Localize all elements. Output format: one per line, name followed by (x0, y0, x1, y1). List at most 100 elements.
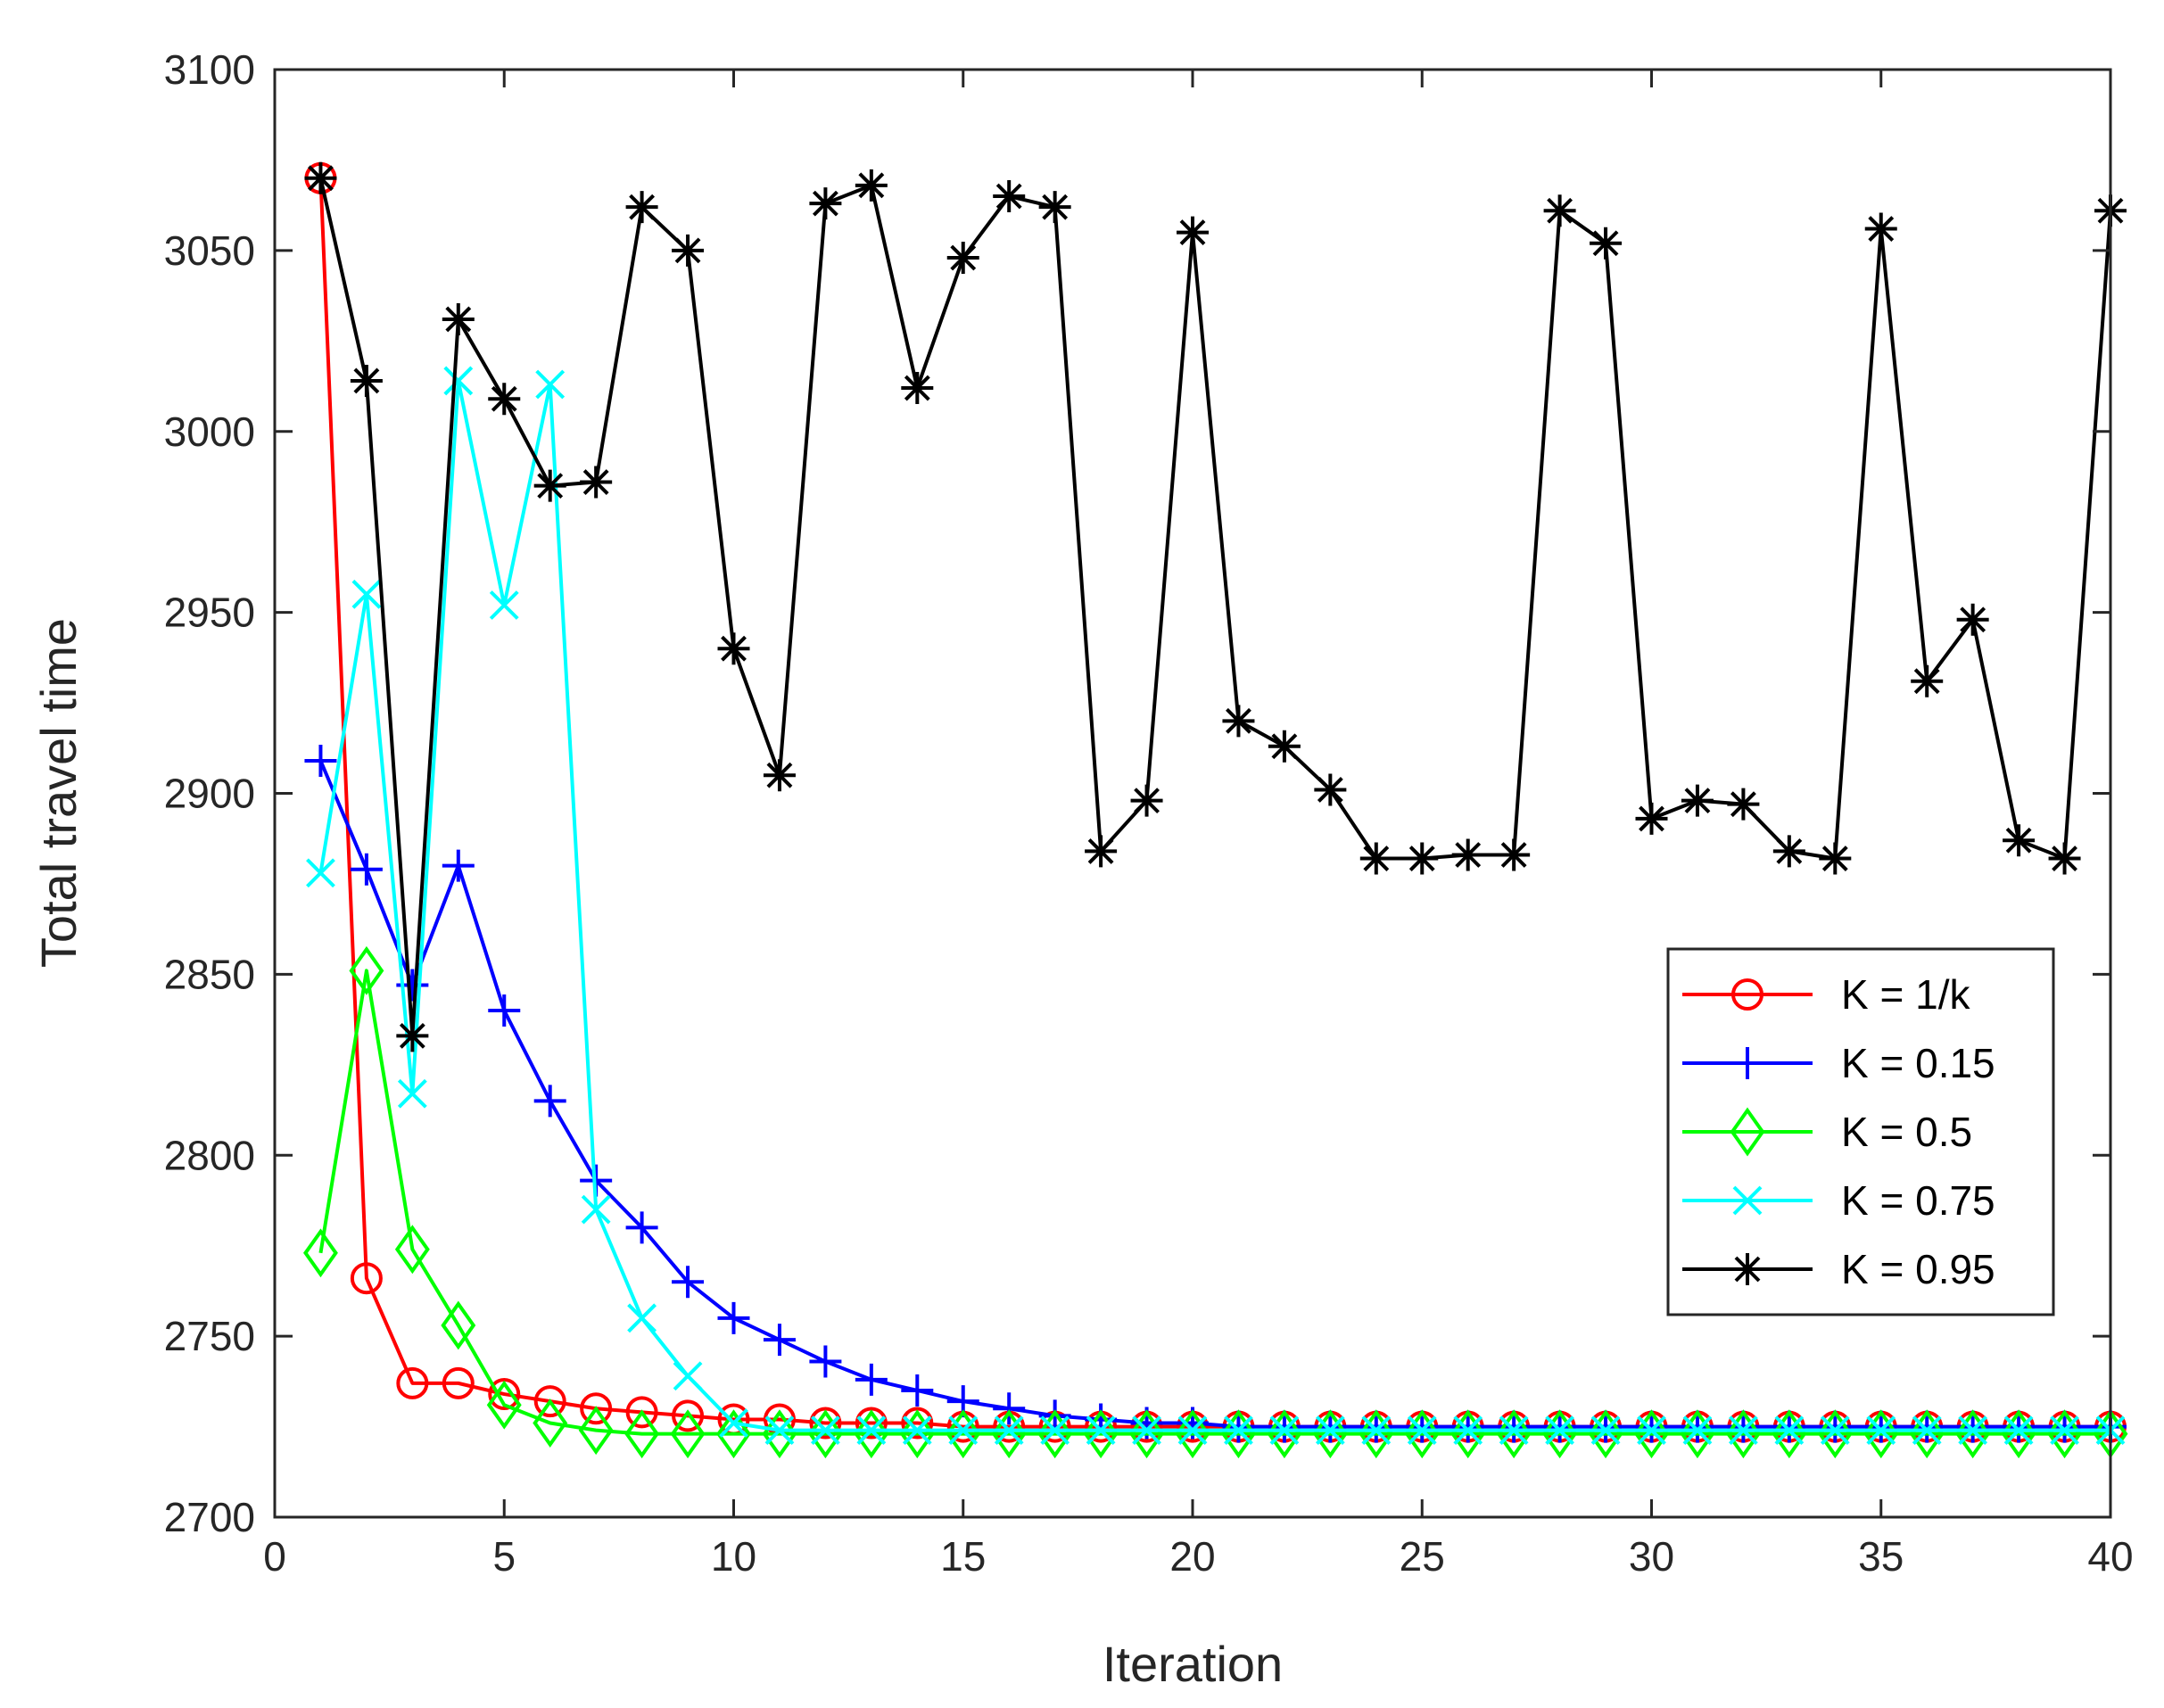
data-point (807, 1409, 843, 1459)
data-point (855, 1407, 888, 1440)
data-point (1725, 1409, 1761, 1459)
series-line (318, 378, 2110, 1432)
legend-label: K = 0.5 (1841, 1109, 1972, 1155)
data-point (302, 1228, 338, 1278)
data-point (351, 579, 382, 609)
legend-marker (1730, 1107, 1765, 1157)
y-axis-label: Total travel time (30, 618, 87, 968)
data-point (624, 1409, 660, 1459)
data-point (946, 241, 979, 274)
data-point (580, 1392, 613, 1425)
legend-marker (1731, 978, 1763, 1011)
data-point (991, 1409, 1027, 1459)
series-line (318, 760, 2110, 1429)
data-point (1772, 835, 1805, 868)
data-point (1359, 1409, 1394, 1459)
data-point (442, 302, 475, 335)
data-point (350, 853, 383, 886)
data-point (856, 1415, 887, 1446)
data-point (854, 1409, 889, 1459)
data-point (625, 1396, 658, 1429)
data-point (1130, 784, 1163, 817)
data-point (1040, 1415, 1070, 1446)
series-line (318, 177, 2112, 1038)
data-point (1129, 1409, 1165, 1459)
data-point (1819, 842, 1852, 875)
data-point (902, 1415, 932, 1446)
data-point (397, 1078, 427, 1109)
x-tick-label: 10 (711, 1533, 756, 1580)
data-point (396, 1019, 429, 1052)
data-point (1312, 1409, 1348, 1459)
data-point (1224, 1415, 1253, 1446)
x-axis-label: Iteration (1103, 1636, 1283, 1692)
data-point (1912, 1415, 1942, 1446)
legend-item: K = 0.5 (1682, 1107, 1972, 1157)
data-point (1268, 730, 1301, 763)
data-point (1038, 1399, 1071, 1432)
data-point (533, 1385, 566, 1418)
data-point (1864, 212, 1897, 245)
legend-item: K = 0.15 (1682, 1040, 1995, 1086)
data-point (580, 466, 613, 499)
data-point (1222, 705, 1255, 738)
data-point (1817, 1409, 1853, 1459)
data-point (1406, 842, 1439, 875)
y-tick-label: 2800 (164, 1132, 255, 1178)
data-point (1404, 1409, 1440, 1459)
data-point (1909, 1409, 1945, 1459)
data-point (1451, 838, 1484, 871)
data-point (717, 1301, 750, 1334)
legend-marker (1731, 1253, 1763, 1285)
data-point (1588, 1409, 1623, 1459)
data-point (1175, 1409, 1210, 1459)
data-point (1085, 835, 1118, 868)
data-point (533, 1399, 568, 1448)
data-point (306, 858, 335, 888)
data-point (1086, 1415, 1116, 1446)
legend: K = 1/k K = 0.15 K = 0.5 K = 0.75 K = 0.95 (1666, 947, 2055, 1316)
data-point (716, 1409, 751, 1459)
data-point (442, 1366, 475, 1399)
data-point (763, 759, 796, 792)
data-point (1545, 1415, 1575, 1446)
data-point (441, 1300, 476, 1350)
data-point (993, 1392, 1026, 1425)
series-3 (302, 945, 2128, 1459)
y-tick-label: 2750 (164, 1313, 255, 1359)
data-point (2048, 842, 2081, 875)
data-point (1177, 216, 1209, 249)
data-point (1956, 603, 1989, 636)
data-point (672, 1399, 705, 1432)
data-point (1682, 1415, 1713, 1446)
data-point (672, 1266, 705, 1299)
data-point (1772, 1409, 1807, 1459)
legend-item: K = 0.95 (1682, 1246, 1995, 1292)
data-point (1037, 1409, 1073, 1459)
data-point (1496, 1409, 1532, 1459)
data-point (946, 1409, 981, 1459)
data-point (901, 1374, 934, 1407)
data-point (350, 1262, 383, 1295)
data-point (763, 1324, 796, 1357)
data-point (1132, 1415, 1161, 1446)
legend-item: K = 1/k (1682, 971, 1970, 1018)
x-tick-label: 35 (1858, 1533, 1904, 1580)
data-point (809, 1345, 842, 1378)
y-tick-label: 3100 (164, 46, 255, 93)
x-tick-label: 30 (1629, 1533, 1674, 1580)
y-tick-label: 2850 (164, 951, 255, 997)
data-point (901, 1407, 934, 1440)
series-4 (306, 366, 2126, 1446)
x-tick-label: 40 (2087, 1533, 2133, 1580)
data-point (578, 1406, 614, 1456)
data-point (948, 1415, 979, 1446)
data-point (899, 1409, 935, 1459)
y-tick-label: 3050 (164, 227, 255, 274)
data-point (1038, 191, 1071, 224)
legend-item: K = 0.75 (1682, 1177, 1995, 1224)
legend-label: K = 0.75 (1841, 1177, 1995, 1224)
data-point (533, 1085, 566, 1118)
